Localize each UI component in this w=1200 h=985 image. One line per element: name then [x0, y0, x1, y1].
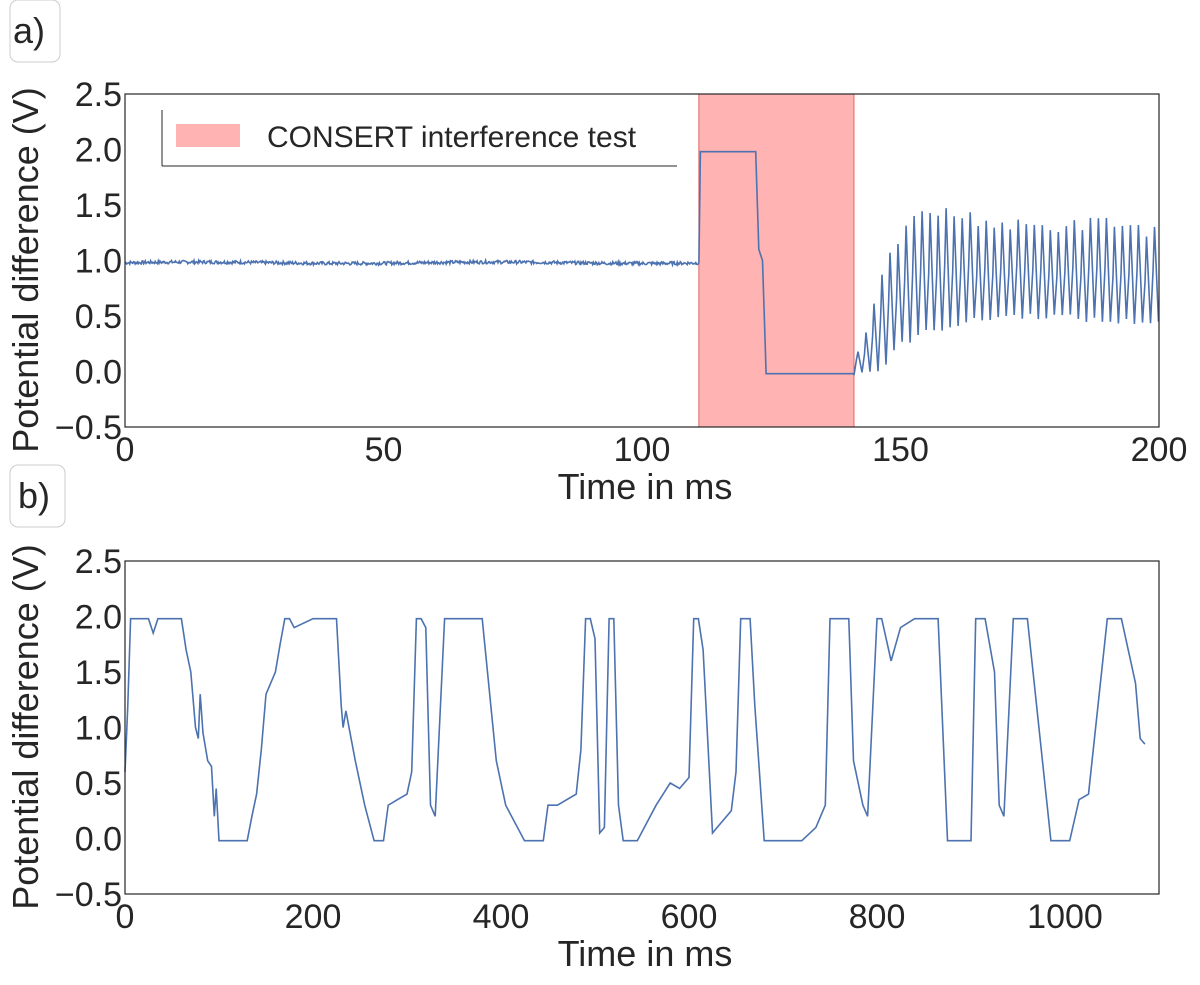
y-tick-label: 0.5 [75, 298, 122, 336]
plot-frame-b [124, 560, 1160, 895]
y-tick-label: 0.5 [75, 765, 122, 803]
panel-a: a) −0.5 0.0 0.5 1.0 1.5 2.0 2.5 0 50 100 150 200 T… [5, 0, 1187, 507]
y-tick-label: 2.5 [75, 76, 122, 114]
x-tick-label: 200 [1131, 431, 1188, 469]
x-tick-label: 150 [872, 431, 929, 469]
x-tick-label: 1000 [1027, 898, 1103, 936]
legend-label: CONSERT interference test [267, 121, 637, 154]
y-tick-label: 2.5 [75, 543, 122, 581]
interference-highlight [698, 93, 855, 428]
legend-box [162, 110, 677, 166]
y-tick-label: 0.0 [75, 354, 122, 392]
y-tick-label: 2.0 [75, 132, 122, 170]
y-tick-label: 1.5 [75, 187, 122, 225]
plot-frame-a [124, 93, 1160, 428]
x-tick-label: 0 [116, 898, 135, 936]
x-tick-label: 400 [473, 898, 530, 936]
panel-b: b) −0.5 0.0 0.5 1.0 1.5 2.0 2.5 0 200 400 600 800 1… [5, 464, 1160, 974]
y-tick-label: −0.5 [55, 409, 122, 447]
y-tick-label: 2.0 [75, 599, 122, 637]
y-tick-label: 1.0 [75, 710, 122, 748]
y-axis-label-b: Potential difference (V) [5, 544, 46, 910]
panel-label-b-text: b) [18, 475, 50, 516]
x-ticks-a: 0 50 100 150 200 [116, 431, 1188, 469]
x-tick-label: 600 [661, 898, 718, 936]
x-ticks-b: 0 200 400 600 800 1000 [116, 898, 1103, 936]
series-a [124, 150, 1160, 376]
x-tick-label: 50 [365, 431, 403, 469]
x-tick-label: 200 [285, 898, 342, 936]
y-ticks-a: −0.5 0.0 0.5 1.0 1.5 2.0 2.5 [55, 76, 122, 447]
legend-swatch [176, 124, 240, 147]
y-tick-label: 1.5 [75, 654, 122, 692]
x-tick-label: 0 [116, 431, 135, 469]
y-tick-label: 1.0 [75, 243, 122, 281]
x-tick-label: 800 [849, 898, 906, 936]
y-ticks-b: −0.5 0.0 0.5 1.0 1.5 2.0 2.5 [55, 543, 122, 914]
plot-area-b [125, 561, 1159, 894]
y-tick-label: −0.5 [55, 876, 122, 914]
x-axis-label-b: Time in ms [558, 933, 733, 974]
series-line [124, 150, 1160, 376]
x-axis-label-a: Time in ms [558, 466, 733, 507]
y-axis-label-a: Potential difference (V) [5, 87, 46, 453]
panel-label-a: a) [9, 0, 61, 63]
series-b [124, 617, 1146, 842]
y-tick-label: 0.0 [75, 821, 122, 859]
panel-label-a-text: a) [13, 10, 45, 51]
series-line [124, 617, 1146, 842]
x-tick-label: 100 [614, 431, 671, 469]
panel-label-b: b) [9, 464, 66, 528]
legend: CONSERT interference test [161, 110, 677, 167]
